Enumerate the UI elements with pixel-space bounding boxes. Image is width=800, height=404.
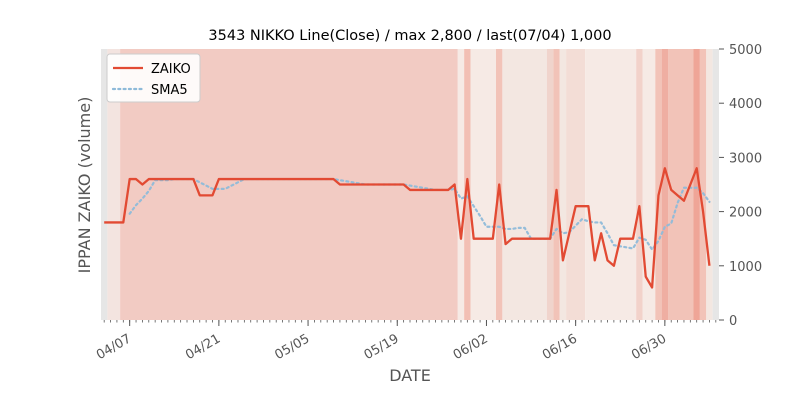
x-tick-label: 06/30 [629,331,669,363]
background-band [502,49,547,320]
series-lines [104,167,711,289]
x-axis: 04/07 04/21 05/05 05/19 06/02 06/16 06/30 [94,320,717,363]
background-band [712,49,719,320]
background-band [661,49,669,320]
y-axis: 0 1000 2000 3000 4000 5000 [719,43,762,329]
y-axis-label: IPPAN ZAIKO (volume) [75,97,94,274]
x-tick-label: 05/05 [272,331,312,363]
background-band [636,49,643,320]
background-band [546,49,554,320]
y-tick-label: 5000 [729,43,762,58]
background-band [655,49,662,320]
background-band [470,49,497,320]
background-band [553,49,560,320]
x-tick-label: 06/02 [451,331,491,363]
legend-label-sma5: SMA5 [151,83,188,98]
background-band [693,49,700,320]
x-axis-label: DATE [389,366,431,385]
background-band [566,49,586,320]
y-tick-label: 0 [729,314,737,329]
x-tick-label: 06/16 [540,331,580,363]
legend-label-zaiko: ZAIKO [151,62,191,77]
y-tick-label: 1000 [729,260,762,275]
background-band [699,49,707,320]
series-line-sma5 [128,177,711,251]
background-band [559,49,567,320]
background-band [642,49,656,320]
series-line-zaiko [104,167,711,289]
background-band [457,49,465,320]
y-tick-label: 2000 [729,206,762,221]
legend: ZAIKO SMA5 [106,53,201,103]
background-band [107,49,121,320]
x-tick-label: 05/19 [362,331,402,363]
background-band [585,49,637,320]
x-tick-label: 04/21 [183,331,223,363]
background-band [101,49,108,320]
background-band [706,49,713,320]
y-tick-label: 4000 [729,97,762,112]
y-tick-label: 3000 [729,151,762,166]
x-tick-label: 04/07 [94,331,134,363]
chart-title: 3543 NIKKO Line(Close) / max 2,800 / las… [208,28,611,44]
